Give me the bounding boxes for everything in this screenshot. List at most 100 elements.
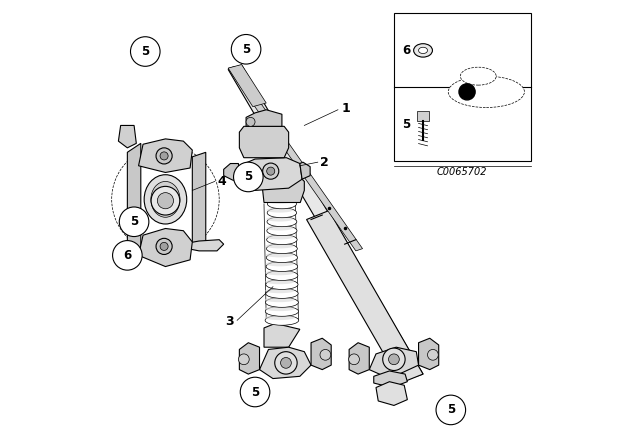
- Polygon shape: [224, 164, 239, 181]
- Text: 5: 5: [244, 170, 252, 184]
- Ellipse shape: [267, 217, 297, 227]
- Ellipse shape: [267, 199, 292, 203]
- Polygon shape: [260, 347, 311, 379]
- Polygon shape: [262, 177, 305, 202]
- Polygon shape: [264, 323, 300, 347]
- Circle shape: [267, 167, 275, 175]
- Bar: [417, 111, 429, 121]
- Ellipse shape: [266, 243, 294, 248]
- Bar: [394, 13, 531, 161]
- Ellipse shape: [448, 76, 524, 108]
- Ellipse shape: [265, 297, 294, 302]
- Ellipse shape: [266, 226, 293, 230]
- Polygon shape: [369, 347, 419, 379]
- Ellipse shape: [264, 315, 295, 320]
- Circle shape: [119, 207, 149, 237]
- Ellipse shape: [266, 262, 298, 271]
- Polygon shape: [239, 126, 289, 158]
- Text: 5: 5: [141, 45, 149, 58]
- Circle shape: [156, 148, 172, 164]
- Ellipse shape: [267, 208, 297, 218]
- Text: 6: 6: [124, 249, 131, 262]
- Polygon shape: [374, 371, 407, 388]
- Circle shape: [113, 241, 142, 270]
- Polygon shape: [419, 338, 439, 370]
- Polygon shape: [300, 162, 310, 179]
- Ellipse shape: [265, 280, 294, 284]
- Polygon shape: [228, 65, 423, 379]
- Ellipse shape: [460, 67, 496, 85]
- Ellipse shape: [267, 235, 297, 245]
- Polygon shape: [192, 152, 206, 246]
- Ellipse shape: [268, 199, 296, 209]
- Circle shape: [239, 354, 249, 365]
- Polygon shape: [228, 66, 362, 251]
- Ellipse shape: [266, 217, 293, 222]
- Circle shape: [151, 186, 180, 215]
- Ellipse shape: [266, 271, 298, 280]
- Text: 6: 6: [402, 44, 410, 57]
- Text: 5: 5: [251, 385, 259, 399]
- Polygon shape: [307, 211, 423, 383]
- Polygon shape: [311, 338, 332, 370]
- Polygon shape: [188, 240, 224, 251]
- Circle shape: [459, 84, 475, 100]
- Circle shape: [320, 349, 331, 360]
- Polygon shape: [228, 65, 266, 107]
- Circle shape: [428, 349, 438, 360]
- Circle shape: [234, 162, 263, 192]
- Circle shape: [231, 34, 261, 64]
- Polygon shape: [127, 143, 141, 255]
- Ellipse shape: [265, 315, 299, 325]
- Ellipse shape: [266, 297, 298, 307]
- Circle shape: [262, 163, 279, 179]
- Ellipse shape: [267, 226, 297, 236]
- Circle shape: [156, 238, 172, 254]
- Ellipse shape: [266, 280, 298, 289]
- Circle shape: [383, 348, 405, 370]
- Polygon shape: [376, 382, 407, 405]
- Circle shape: [131, 37, 160, 66]
- Text: 3: 3: [225, 315, 234, 328]
- Circle shape: [160, 242, 168, 250]
- Circle shape: [349, 354, 360, 365]
- Ellipse shape: [413, 44, 433, 57]
- Ellipse shape: [266, 306, 298, 316]
- Circle shape: [240, 377, 270, 407]
- Ellipse shape: [266, 235, 293, 239]
- Circle shape: [157, 193, 173, 209]
- Ellipse shape: [266, 289, 298, 298]
- Text: 1: 1: [342, 102, 350, 116]
- Text: C0065702: C0065702: [437, 167, 488, 177]
- Polygon shape: [118, 125, 136, 148]
- Ellipse shape: [265, 289, 294, 293]
- Circle shape: [246, 117, 255, 126]
- Polygon shape: [349, 343, 369, 374]
- Circle shape: [388, 354, 399, 365]
- Circle shape: [160, 152, 168, 160]
- Circle shape: [280, 358, 291, 368]
- Polygon shape: [239, 343, 260, 374]
- Text: 5: 5: [130, 215, 138, 228]
- Polygon shape: [139, 228, 192, 267]
- Ellipse shape: [266, 271, 294, 275]
- Polygon shape: [139, 139, 192, 172]
- Ellipse shape: [266, 208, 293, 213]
- Ellipse shape: [151, 181, 180, 217]
- Ellipse shape: [144, 175, 187, 224]
- Ellipse shape: [419, 47, 428, 54]
- Polygon shape: [235, 158, 302, 190]
- Circle shape: [436, 395, 466, 425]
- Circle shape: [275, 352, 297, 374]
- Ellipse shape: [266, 244, 298, 254]
- Text: 5: 5: [242, 43, 250, 56]
- Ellipse shape: [266, 253, 294, 257]
- Polygon shape: [269, 159, 298, 177]
- Polygon shape: [246, 110, 282, 126]
- Text: 2: 2: [320, 155, 329, 169]
- Text: 5: 5: [447, 403, 455, 417]
- Text: 5: 5: [402, 118, 410, 131]
- Ellipse shape: [265, 306, 294, 311]
- Ellipse shape: [266, 253, 298, 263]
- Text: 4: 4: [217, 175, 226, 188]
